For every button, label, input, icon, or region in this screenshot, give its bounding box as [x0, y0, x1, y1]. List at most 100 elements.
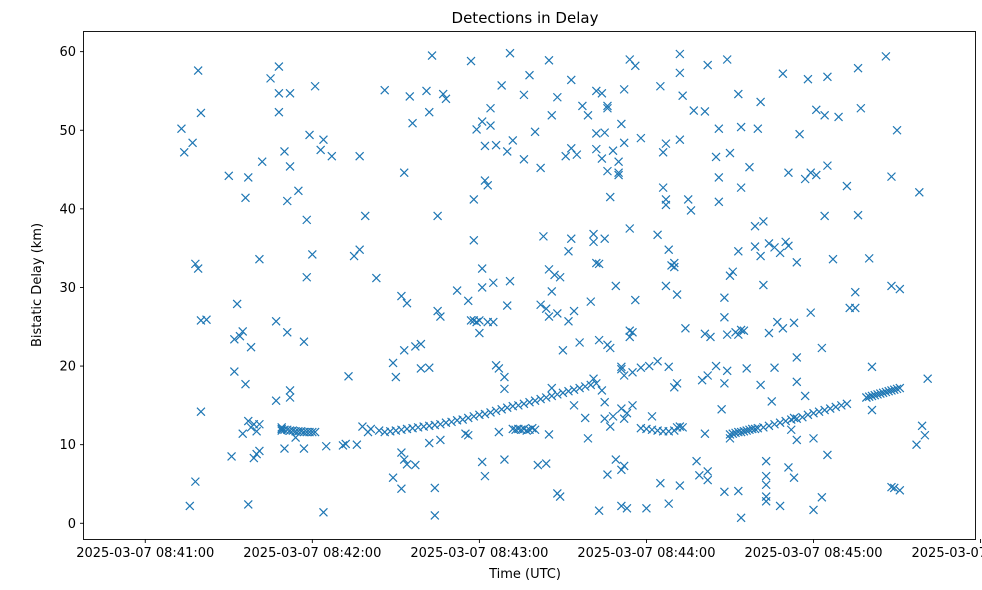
data-point [792, 352, 802, 362]
data-point [653, 356, 663, 366]
data-point [474, 316, 484, 325]
data-point [889, 385, 899, 395]
data-point [238, 429, 248, 439]
data-point [811, 105, 821, 115]
data-point [745, 162, 754, 172]
data-point [912, 440, 921, 450]
data-point [881, 51, 891, 61]
data-point [892, 125, 902, 135]
data-point [486, 103, 495, 113]
data-point [761, 492, 771, 501]
data-point [463, 413, 473, 423]
data-point [271, 396, 281, 406]
data-point [188, 138, 198, 148]
data-point [914, 187, 924, 197]
data-point [630, 295, 640, 305]
data-point [424, 107, 434, 117]
data-point [352, 440, 362, 450]
data-point [458, 415, 468, 424]
data-point [497, 81, 507, 90]
data-point [575, 383, 585, 393]
data-point [834, 112, 843, 122]
data-point [661, 195, 671, 204]
data-point [564, 316, 573, 326]
data-point [274, 62, 284, 72]
data-point [619, 414, 629, 424]
data-point [193, 264, 203, 274]
data-point [703, 371, 713, 380]
data-point [196, 108, 206, 118]
data-point [399, 345, 409, 355]
data-point [577, 101, 587, 111]
data-point [480, 176, 490, 185]
data-point [711, 152, 721, 162]
data-point [569, 400, 579, 410]
data-point [636, 133, 646, 143]
data-point [758, 422, 768, 432]
data-point [611, 281, 621, 291]
data-point [477, 283, 487, 292]
data-point [500, 455, 509, 465]
data-point [603, 470, 612, 479]
data-point [399, 455, 409, 465]
data-point [316, 145, 326, 155]
data-point [430, 510, 440, 520]
data-point [547, 110, 557, 120]
data-point [530, 396, 540, 406]
data-point [274, 88, 284, 98]
data-point [494, 364, 504, 373]
data-point [867, 405, 877, 415]
data-point [775, 248, 785, 258]
data-point [675, 481, 685, 490]
data-point [619, 138, 629, 148]
data-point [728, 267, 738, 277]
data-point [547, 391, 557, 401]
data-point [252, 426, 262, 436]
data-point [636, 363, 646, 373]
data-point [864, 392, 874, 402]
data-point [603, 101, 612, 111]
data-point [472, 317, 482, 327]
data-point [280, 147, 289, 156]
data-point [185, 501, 195, 511]
data-point [525, 70, 534, 80]
data-point [733, 89, 743, 99]
data-point [480, 141, 490, 151]
data-point [380, 85, 390, 95]
data-point [889, 483, 899, 493]
data-point [853, 63, 863, 73]
x-tick-label: 2025-03-07 08:46:00 [912, 546, 982, 561]
data-point [505, 276, 515, 286]
data-point [525, 397, 534, 407]
data-point [653, 230, 663, 240]
data-point [605, 343, 615, 353]
data-point [594, 506, 604, 516]
data-point [410, 460, 420, 470]
data-point [719, 293, 729, 303]
data-point [474, 328, 484, 338]
data-point [719, 378, 729, 388]
data-point [887, 281, 896, 291]
data-point [895, 485, 905, 495]
data-point [672, 378, 682, 388]
data-point [630, 61, 640, 71]
data-point [806, 308, 816, 318]
data-point [424, 438, 434, 448]
data-point [775, 501, 785, 511]
data-point [820, 405, 830, 415]
data-point [689, 106, 699, 116]
data-point [717, 404, 727, 414]
data-point [502, 147, 512, 156]
data-point [299, 337, 309, 347]
data-point [302, 272, 312, 282]
data-point [736, 427, 746, 437]
data-point [410, 341, 420, 351]
data-point [803, 74, 813, 84]
data-point [399, 168, 409, 178]
data-points [177, 48, 933, 523]
data-point [703, 475, 713, 485]
data-point [725, 271, 735, 281]
x-tick-label: 2025-03-07 08:42:00 [243, 546, 381, 561]
data-point [923, 374, 933, 384]
data-point [803, 410, 813, 420]
